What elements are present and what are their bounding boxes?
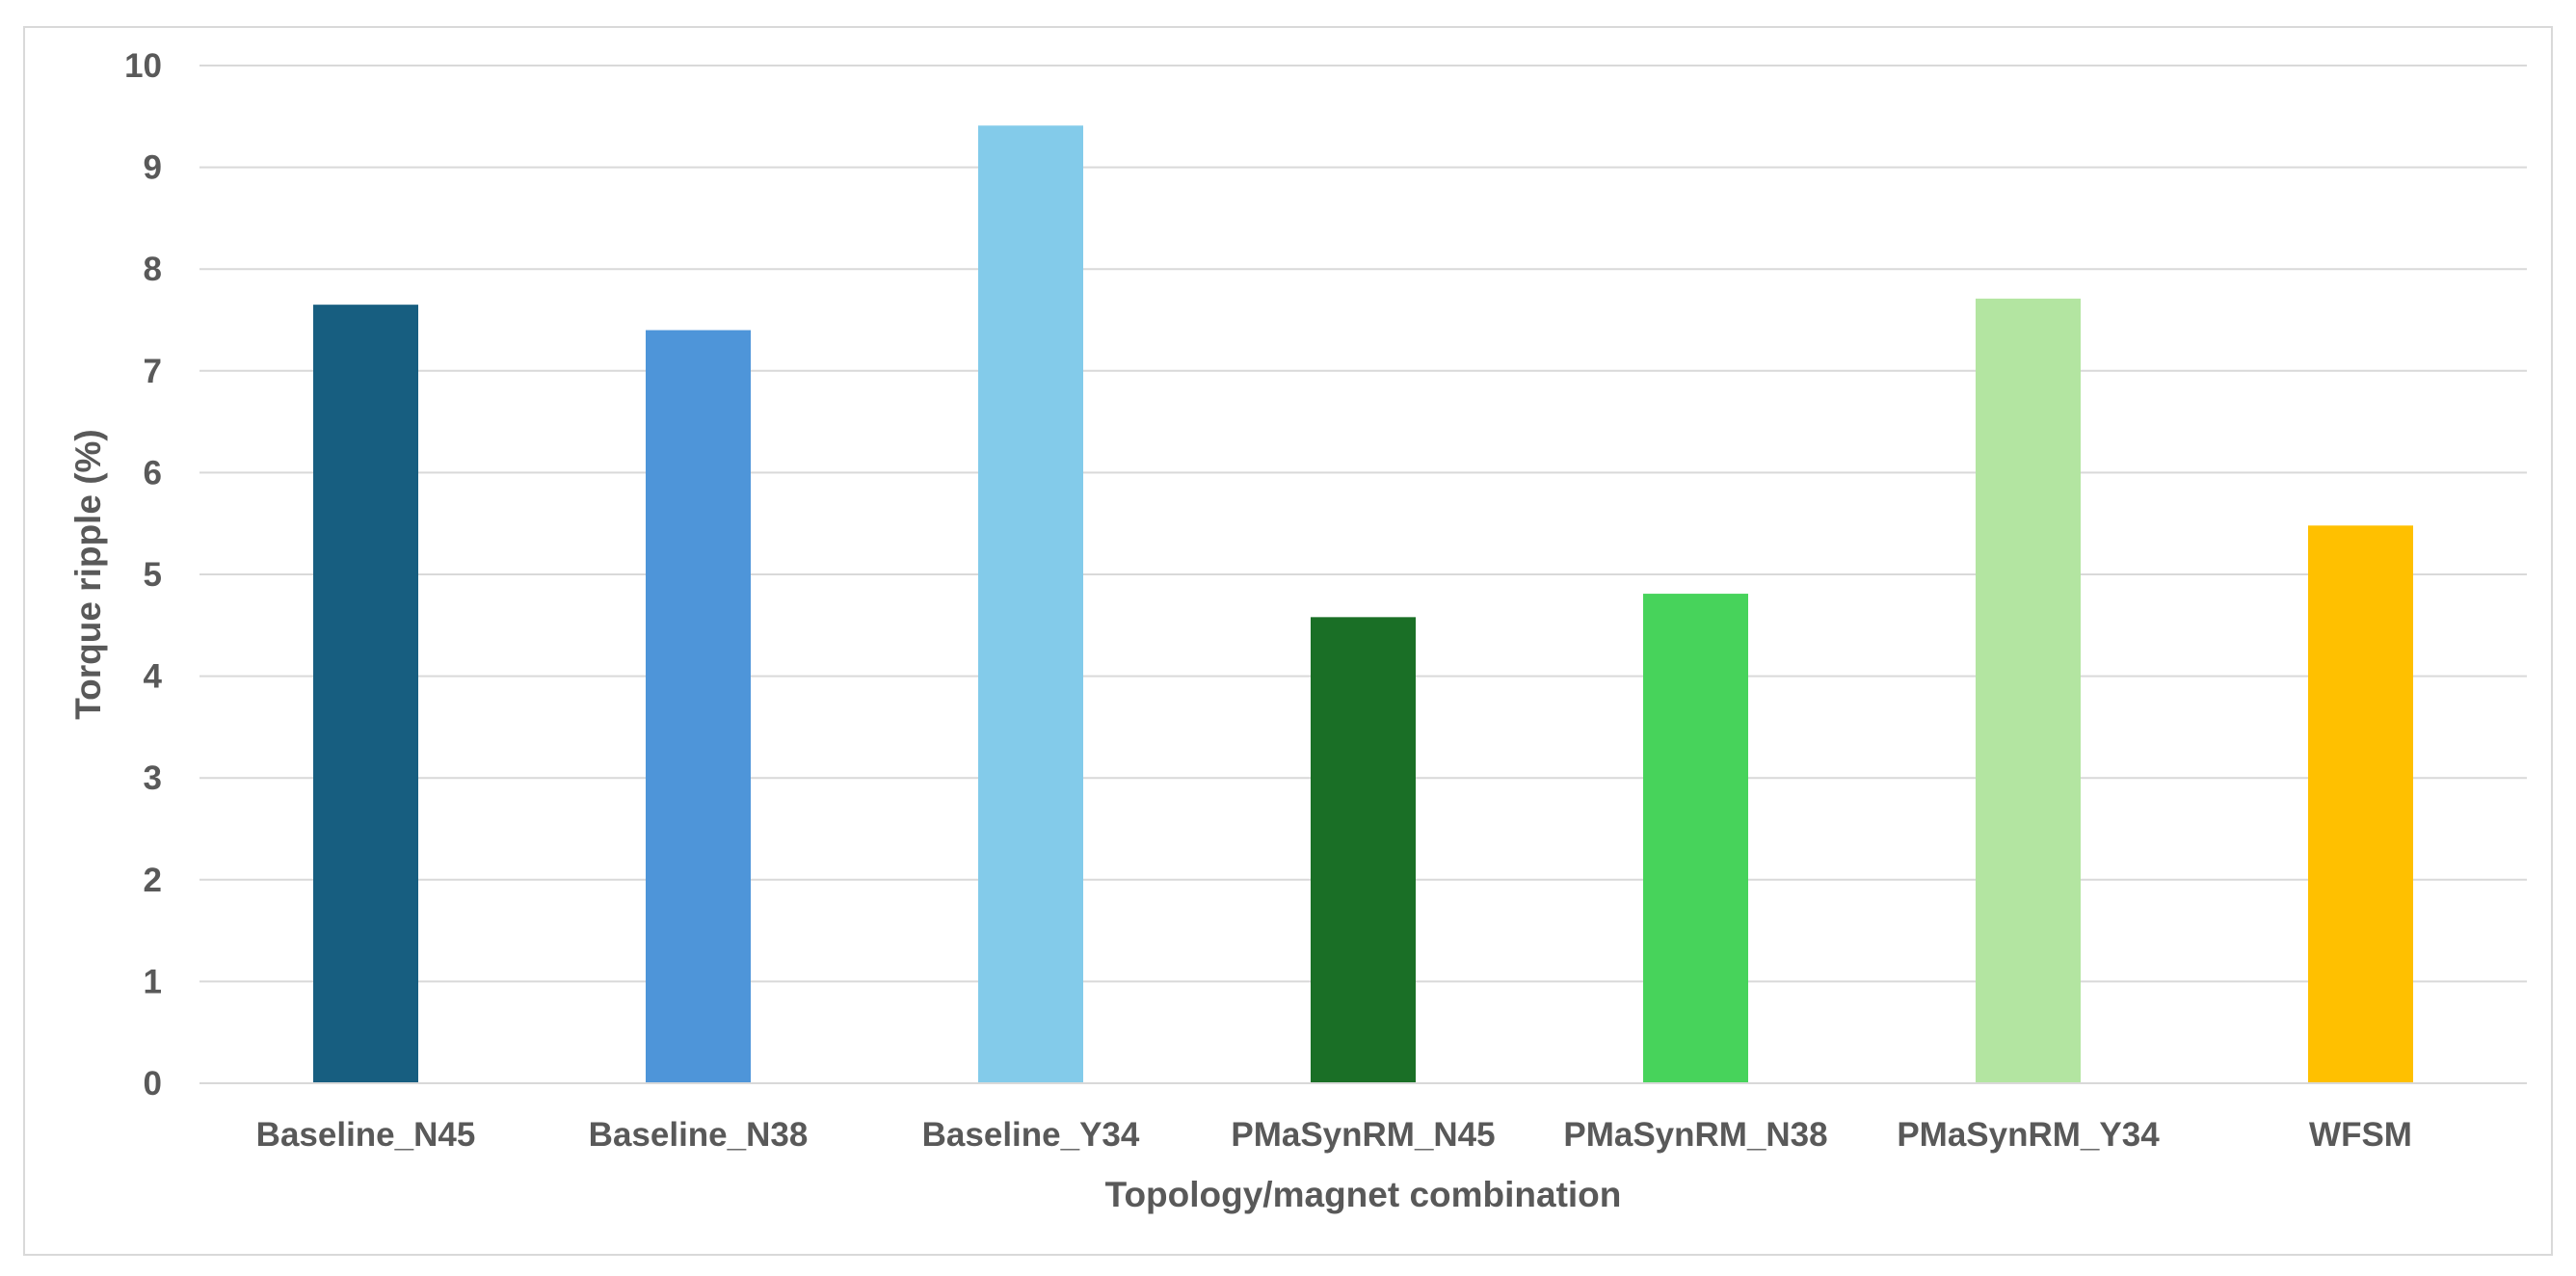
x-tick-label: WFSM [2309, 1116, 2412, 1154]
x-axis-title: Topology/magnet combination [1105, 1175, 1622, 1214]
y-tick-label: 7 [144, 353, 162, 390]
y-tick-label: 5 [144, 556, 162, 594]
x-tick-label: PMaSynRM_Y34 [1897, 1116, 2160, 1154]
x-tick-label: PMaSynRM_N38 [1563, 1116, 1827, 1154]
y-tick-label: 2 [144, 862, 162, 899]
y-tick-label: 1 [144, 963, 162, 1000]
x-tick-label: Baseline_N38 [589, 1116, 809, 1154]
bar-pmasynrm-y34 [1976, 298, 2081, 1084]
x-axis-tick-labels: Baseline_N45 Baseline_N38 Baseline_Y34 PMaS… [256, 1116, 2412, 1154]
bar-baseline-n38 [646, 330, 751, 1083]
bars [313, 125, 2413, 1084]
x-tick-label: Baseline_Y34 [922, 1116, 1140, 1154]
y-tick-label: 9 [144, 149, 162, 187]
bar-pmasynrm-n38 [1643, 594, 1748, 1083]
y-tick-label: 8 [144, 251, 162, 288]
bar-wfsm [2308, 525, 2413, 1083]
y-tick-label: 3 [144, 759, 162, 797]
gridlines [199, 65, 2527, 983]
x-tick-label: Baseline_N45 [256, 1116, 476, 1154]
y-tick-label: 10 [124, 47, 162, 85]
bar-pmasynrm-n45 [1311, 617, 1416, 1083]
y-tick-label: 6 [144, 454, 162, 492]
chart-frame [23, 26, 2553, 1256]
y-axis-title: Torque ripple (%) [68, 429, 108, 719]
y-tick-label: 0 [144, 1065, 162, 1103]
bar-baseline-y34 [978, 125, 1083, 1083]
bar-baseline-n45 [313, 305, 418, 1083]
y-axis-tick-labels: 0 1 2 3 4 5 6 7 8 9 10 [124, 47, 162, 1103]
x-tick-label: PMaSynRM_N45 [1231, 1116, 1495, 1154]
y-tick-label: 4 [144, 658, 163, 696]
